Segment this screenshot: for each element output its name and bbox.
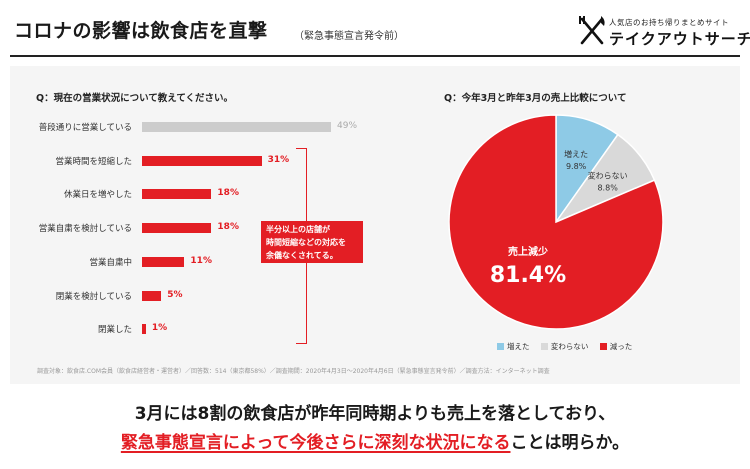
bar-category-label: 閉業した <box>97 325 132 336</box>
callout-line: 余儀なくされてる。 <box>266 251 338 260</box>
bar-value-label: 18% <box>217 188 239 199</box>
conclusion-rest: ことは明らか。 <box>510 433 630 453</box>
bar <box>142 122 331 132</box>
bar-value-label: 49% <box>337 121 358 131</box>
page-subtitle: （緊急事態宣言発令前） <box>294 31 404 42</box>
conclusion-line-1: 3月には8割の飲食店が昨年同時期よりも売上を落としており、 <box>134 404 616 424</box>
bar <box>142 290 162 301</box>
legend-label: 増えた <box>507 342 530 351</box>
bar-value-label: 31% <box>267 154 290 165</box>
pie-chart-title: Q：今年3月と昨年3月の売上比較について <box>444 93 627 104</box>
pie-legend: 増えた 変わらない 減った <box>497 341 641 353</box>
legend-item: 増えた <box>497 341 530 352</box>
bar-category-label: 営業自粛中 <box>89 257 132 268</box>
legend-label: 減った <box>609 342 633 351</box>
source-note: 調査対象：飲食店.COM会員（飲食店経営者・運営者）／回答数：514（東京都58… <box>37 368 550 375</box>
legend-swatch <box>540 343 548 350</box>
header-divider <box>10 55 740 57</box>
callout-line: 半分以上の店舗が <box>266 225 330 234</box>
bar-category-label: 休業日を増やした <box>63 190 132 201</box>
legend-item: 変わらない <box>540 341 589 352</box>
bar-value-label: 1% <box>151 323 168 334</box>
bar <box>142 155 262 166</box>
header: コロナの影響は飲食店を直撃 （緊急事態宣言発令前） 人気店のお持ち帰りまとめサイ… <box>0 0 750 64</box>
legend-swatch <box>497 343 504 350</box>
bar-category-label: 営業時間を短縮した <box>55 156 132 167</box>
bar-chart-title: Q：現在の営業状況について教えてください。 <box>36 93 234 104</box>
legend-item: 減った <box>599 341 633 352</box>
logo-name: テイクアウトサーチ <box>609 30 750 48</box>
conclusion-line-2: 緊急事態宣言によって今後さらに深刻な状況になることは明らか。 <box>0 428 750 453</box>
bar-value-label: 5% <box>167 289 183 300</box>
bar-category-label: 営業自粛を検討している <box>38 224 132 235</box>
conclusion-emphasis: 緊急事態宣言によって今後さらに深刻な状況になる <box>120 433 511 453</box>
annotation-callout: 半分以上の店舗が 時間短縮などの対応を 余儀なくされてる。 <box>261 221 363 263</box>
bar-value-label: 11% <box>190 255 212 266</box>
callout-line: 時間短縮などの対応を <box>266 238 346 247</box>
bar-value-label: 18% <box>217 222 239 233</box>
fork-and-knife-icon <box>579 16 605 45</box>
legend-label: 変わらない <box>550 342 589 351</box>
page-title: コロナの影響は飲食店を直撃 <box>14 20 268 42</box>
bar <box>142 324 146 335</box>
logo-tagline: 人気店のお持ち帰りまとめサイト <box>609 18 729 27</box>
legend-swatch <box>599 343 607 350</box>
bar <box>142 223 212 234</box>
logo[interactable]: 人気店のお持ち帰りまとめサイト テイクアウトサーチ <box>578 14 750 48</box>
bar-category-label: 閉業を検討している <box>55 291 132 302</box>
bar <box>142 189 212 200</box>
bar-category-label: 普段通りに営業している <box>38 123 132 133</box>
bar <box>142 256 185 267</box>
